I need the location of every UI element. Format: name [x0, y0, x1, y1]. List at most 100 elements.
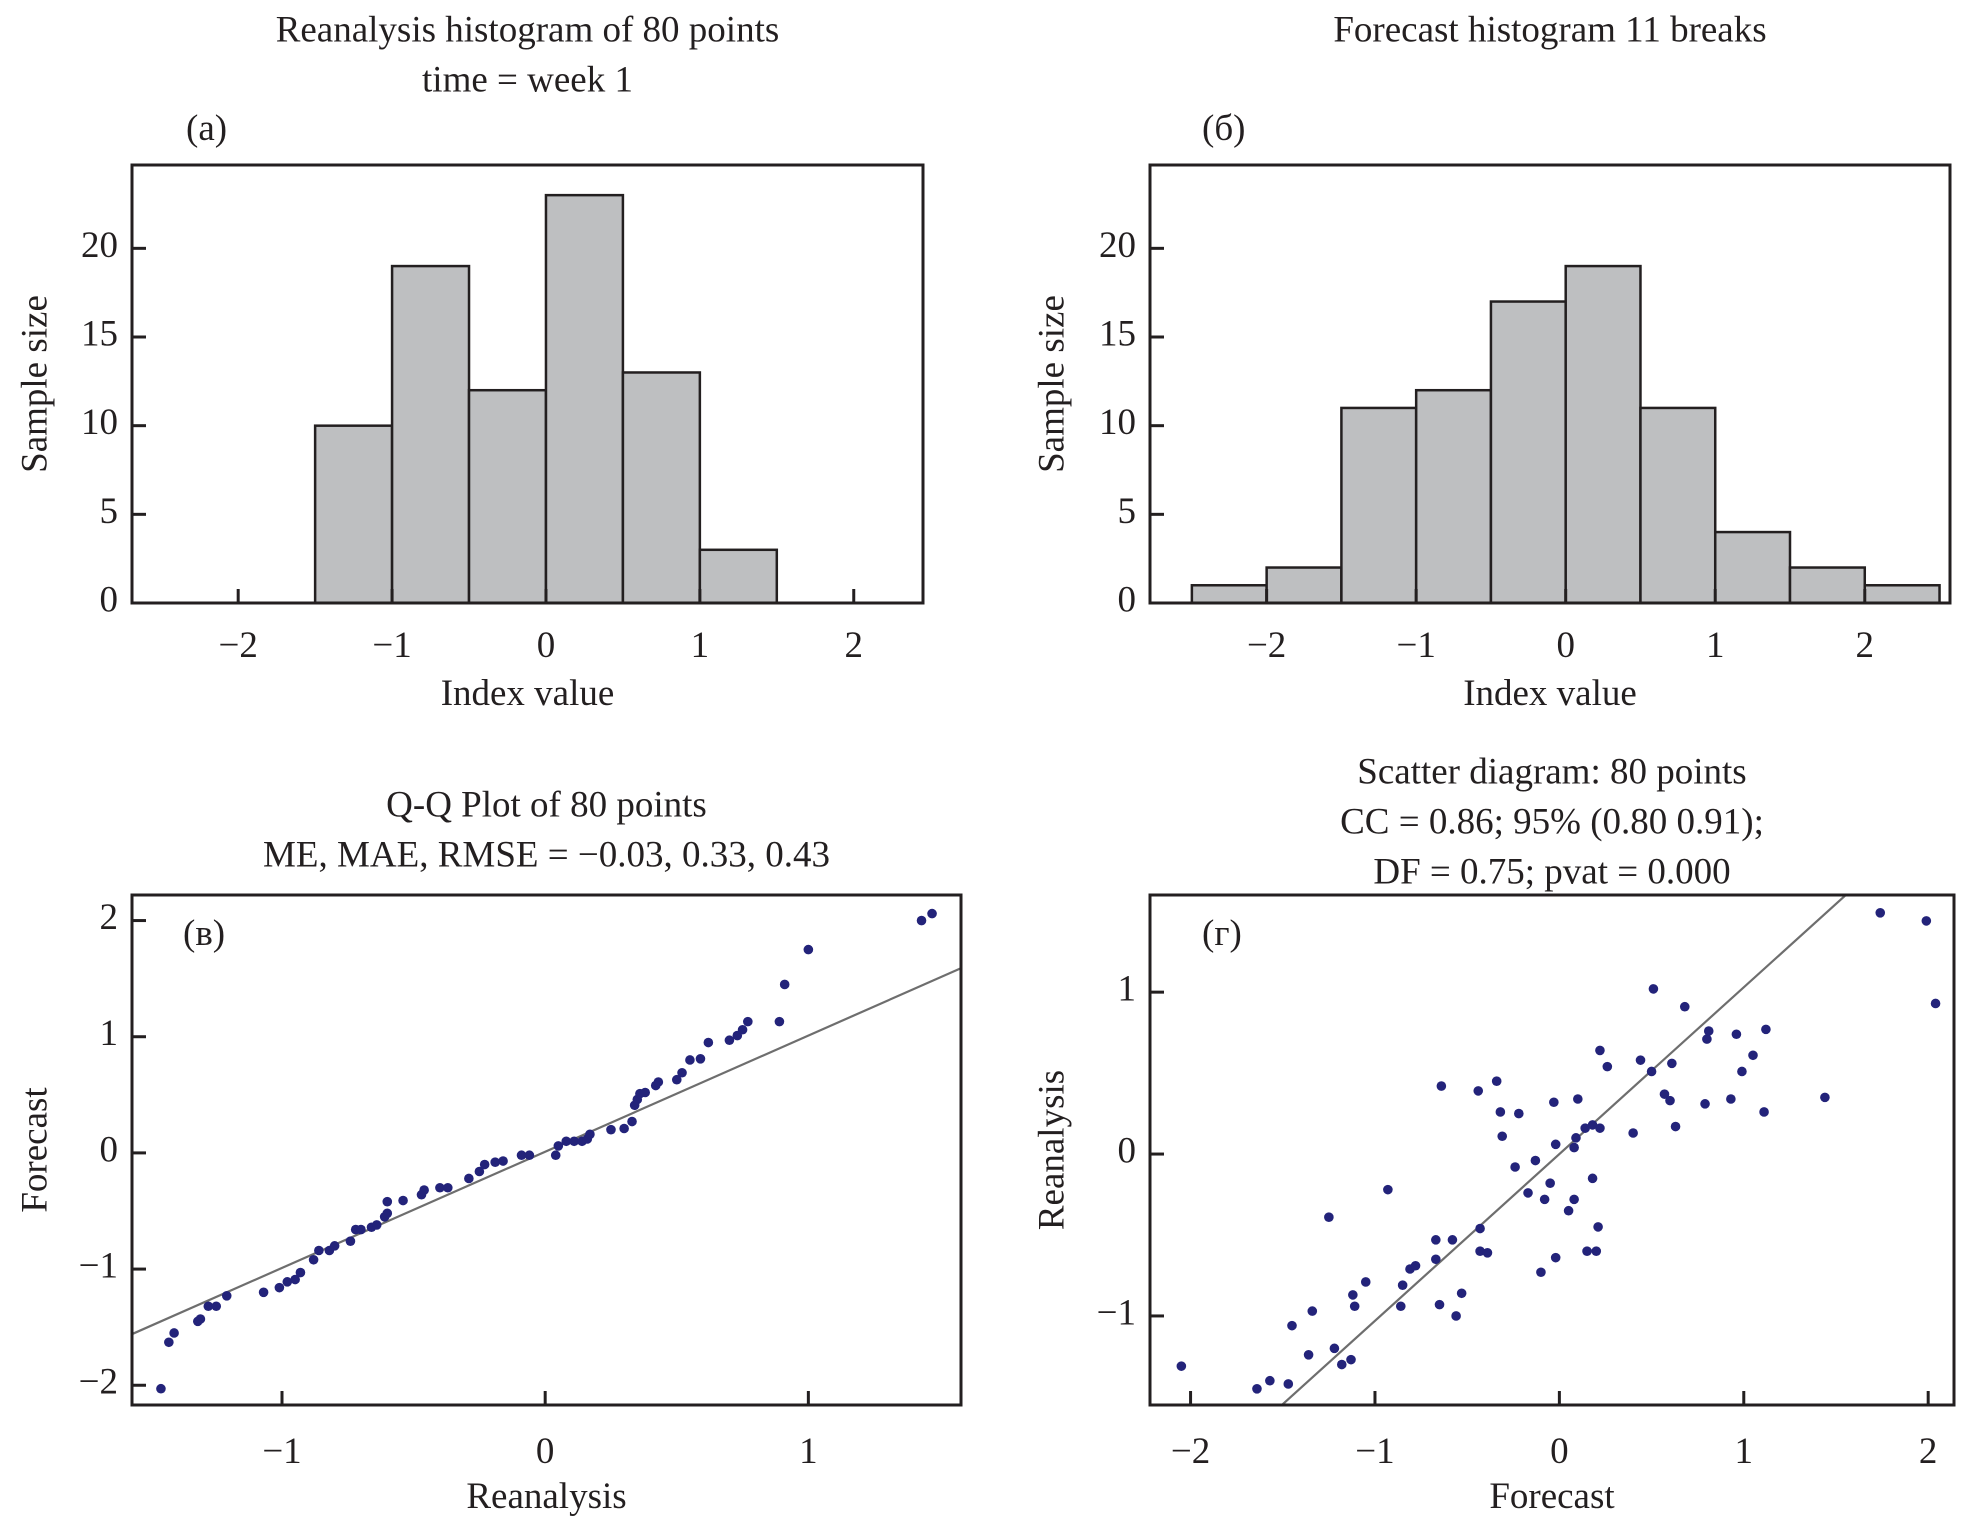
histogram-bar	[1863, 584, 1941, 603]
data-point	[1635, 1055, 1646, 1065]
data-point	[1875, 908, 1886, 918]
x-tick-label: 0	[537, 625, 556, 666]
chart-title: DF = 0.75; pvat = 0.000	[1373, 851, 1730, 892]
y-tick-label: −1	[79, 1246, 118, 1287]
data-point	[211, 1301, 222, 1312]
data-point	[498, 1156, 508, 1166]
x-tick-label: 0	[536, 1431, 555, 1472]
data-point	[585, 1129, 595, 1140]
data-point	[1451, 1311, 1461, 1321]
data-point	[1431, 1254, 1441, 1265]
data-point	[1307, 1306, 1318, 1316]
data-point	[1737, 1066, 1747, 1077]
histogram-bar	[698, 548, 779, 603]
data-point	[606, 1124, 616, 1135]
chart-title: Reanalysis histogram of 80 points	[276, 9, 780, 50]
data-point	[1303, 1350, 1314, 1360]
data-point	[524, 1150, 535, 1161]
data-point	[1482, 1248, 1493, 1258]
data-point	[314, 1245, 324, 1256]
data-point	[203, 1301, 214, 1312]
plot-area	[1190, 264, 1941, 603]
data-point	[1497, 1131, 1508, 1142]
data-point	[382, 1196, 393, 1207]
x-tick-label: 2	[1856, 625, 1875, 666]
data-point	[1383, 1184, 1393, 1195]
histogram-bar	[544, 193, 625, 603]
plot-frame	[1148, 893, 1956, 1407]
data-point	[1287, 1320, 1297, 1331]
data-point	[195, 1314, 206, 1324]
y-tick-label: 0	[1118, 1131, 1137, 1172]
plot-frame	[130, 163, 925, 605]
data-point	[1397, 1280, 1408, 1290]
reference-line	[132, 966, 961, 1336]
data-point	[479, 1159, 490, 1170]
data-point	[653, 1077, 664, 1087]
data-point	[464, 1173, 474, 1184]
data-point	[1595, 1045, 1605, 1056]
y-tick-label: 0	[100, 1129, 119, 1170]
data-point	[1336, 1359, 1347, 1370]
data-point	[916, 915, 927, 926]
data-point	[1510, 1162, 1520, 1172]
data-point	[743, 1016, 753, 1027]
data-point	[1646, 1066, 1657, 1077]
data-point	[1539, 1194, 1550, 1205]
data-point	[677, 1067, 687, 1078]
data-point	[1475, 1223, 1485, 1234]
data-point	[1759, 1107, 1769, 1117]
histogram-bar	[1713, 530, 1792, 603]
data-point	[1475, 1246, 1485, 1256]
chart-title: Forecast histogram 11 breaks	[1333, 9, 1766, 50]
data-point	[516, 1150, 527, 1161]
data-point	[1265, 1375, 1275, 1386]
histogram-bar	[1788, 566, 1867, 603]
data-point	[1679, 1001, 1690, 1012]
data-point	[295, 1267, 306, 1278]
panel-tag: (a)	[186, 108, 227, 149]
data-point	[779, 979, 790, 990]
y-tick-label: 1	[100, 1013, 119, 1054]
data-point	[1595, 1123, 1605, 1133]
data-point	[1930, 998, 1941, 1009]
data-point	[1748, 1050, 1758, 1061]
data-point	[1580, 1123, 1590, 1133]
data-point	[1434, 1299, 1445, 1310]
data-point	[419, 1185, 429, 1195]
data-point	[724, 1035, 735, 1046]
data-point	[1176, 1361, 1187, 1371]
data-point	[258, 1287, 269, 1298]
data-point	[619, 1123, 629, 1134]
data-point	[1582, 1246, 1592, 1256]
data-point	[1702, 1034, 1712, 1044]
data-point	[1549, 1097, 1559, 1108]
data-point	[1670, 1121, 1681, 1132]
data-point	[169, 1328, 179, 1338]
data-point	[1569, 1194, 1579, 1205]
data-point	[1536, 1267, 1546, 1278]
data-point	[1587, 1173, 1598, 1184]
data-point	[1731, 1029, 1742, 1040]
data-point	[1700, 1099, 1710, 1109]
data-point	[1283, 1379, 1294, 1389]
data-point	[308, 1254, 319, 1265]
data-point	[774, 1016, 785, 1027]
x-axis-label: Index value	[1463, 673, 1637, 714]
data-point	[1602, 1061, 1613, 1072]
data-point	[274, 1282, 285, 1293]
x-tick-label: 1	[691, 625, 710, 666]
data-point	[382, 1208, 393, 1219]
data-point	[1703, 1026, 1714, 1036]
data-point	[1360, 1277, 1371, 1287]
data-point	[156, 1383, 166, 1394]
data-point	[550, 1150, 561, 1161]
panel-tag: (б)	[1202, 108, 1245, 149]
data-point	[290, 1274, 300, 1285]
x-tick-label: −1	[1355, 1431, 1394, 1472]
x-tick-label: 1	[799, 1431, 818, 1472]
data-point	[1587, 1120, 1598, 1130]
data-point	[1667, 1058, 1677, 1069]
data-point	[1349, 1301, 1360, 1312]
